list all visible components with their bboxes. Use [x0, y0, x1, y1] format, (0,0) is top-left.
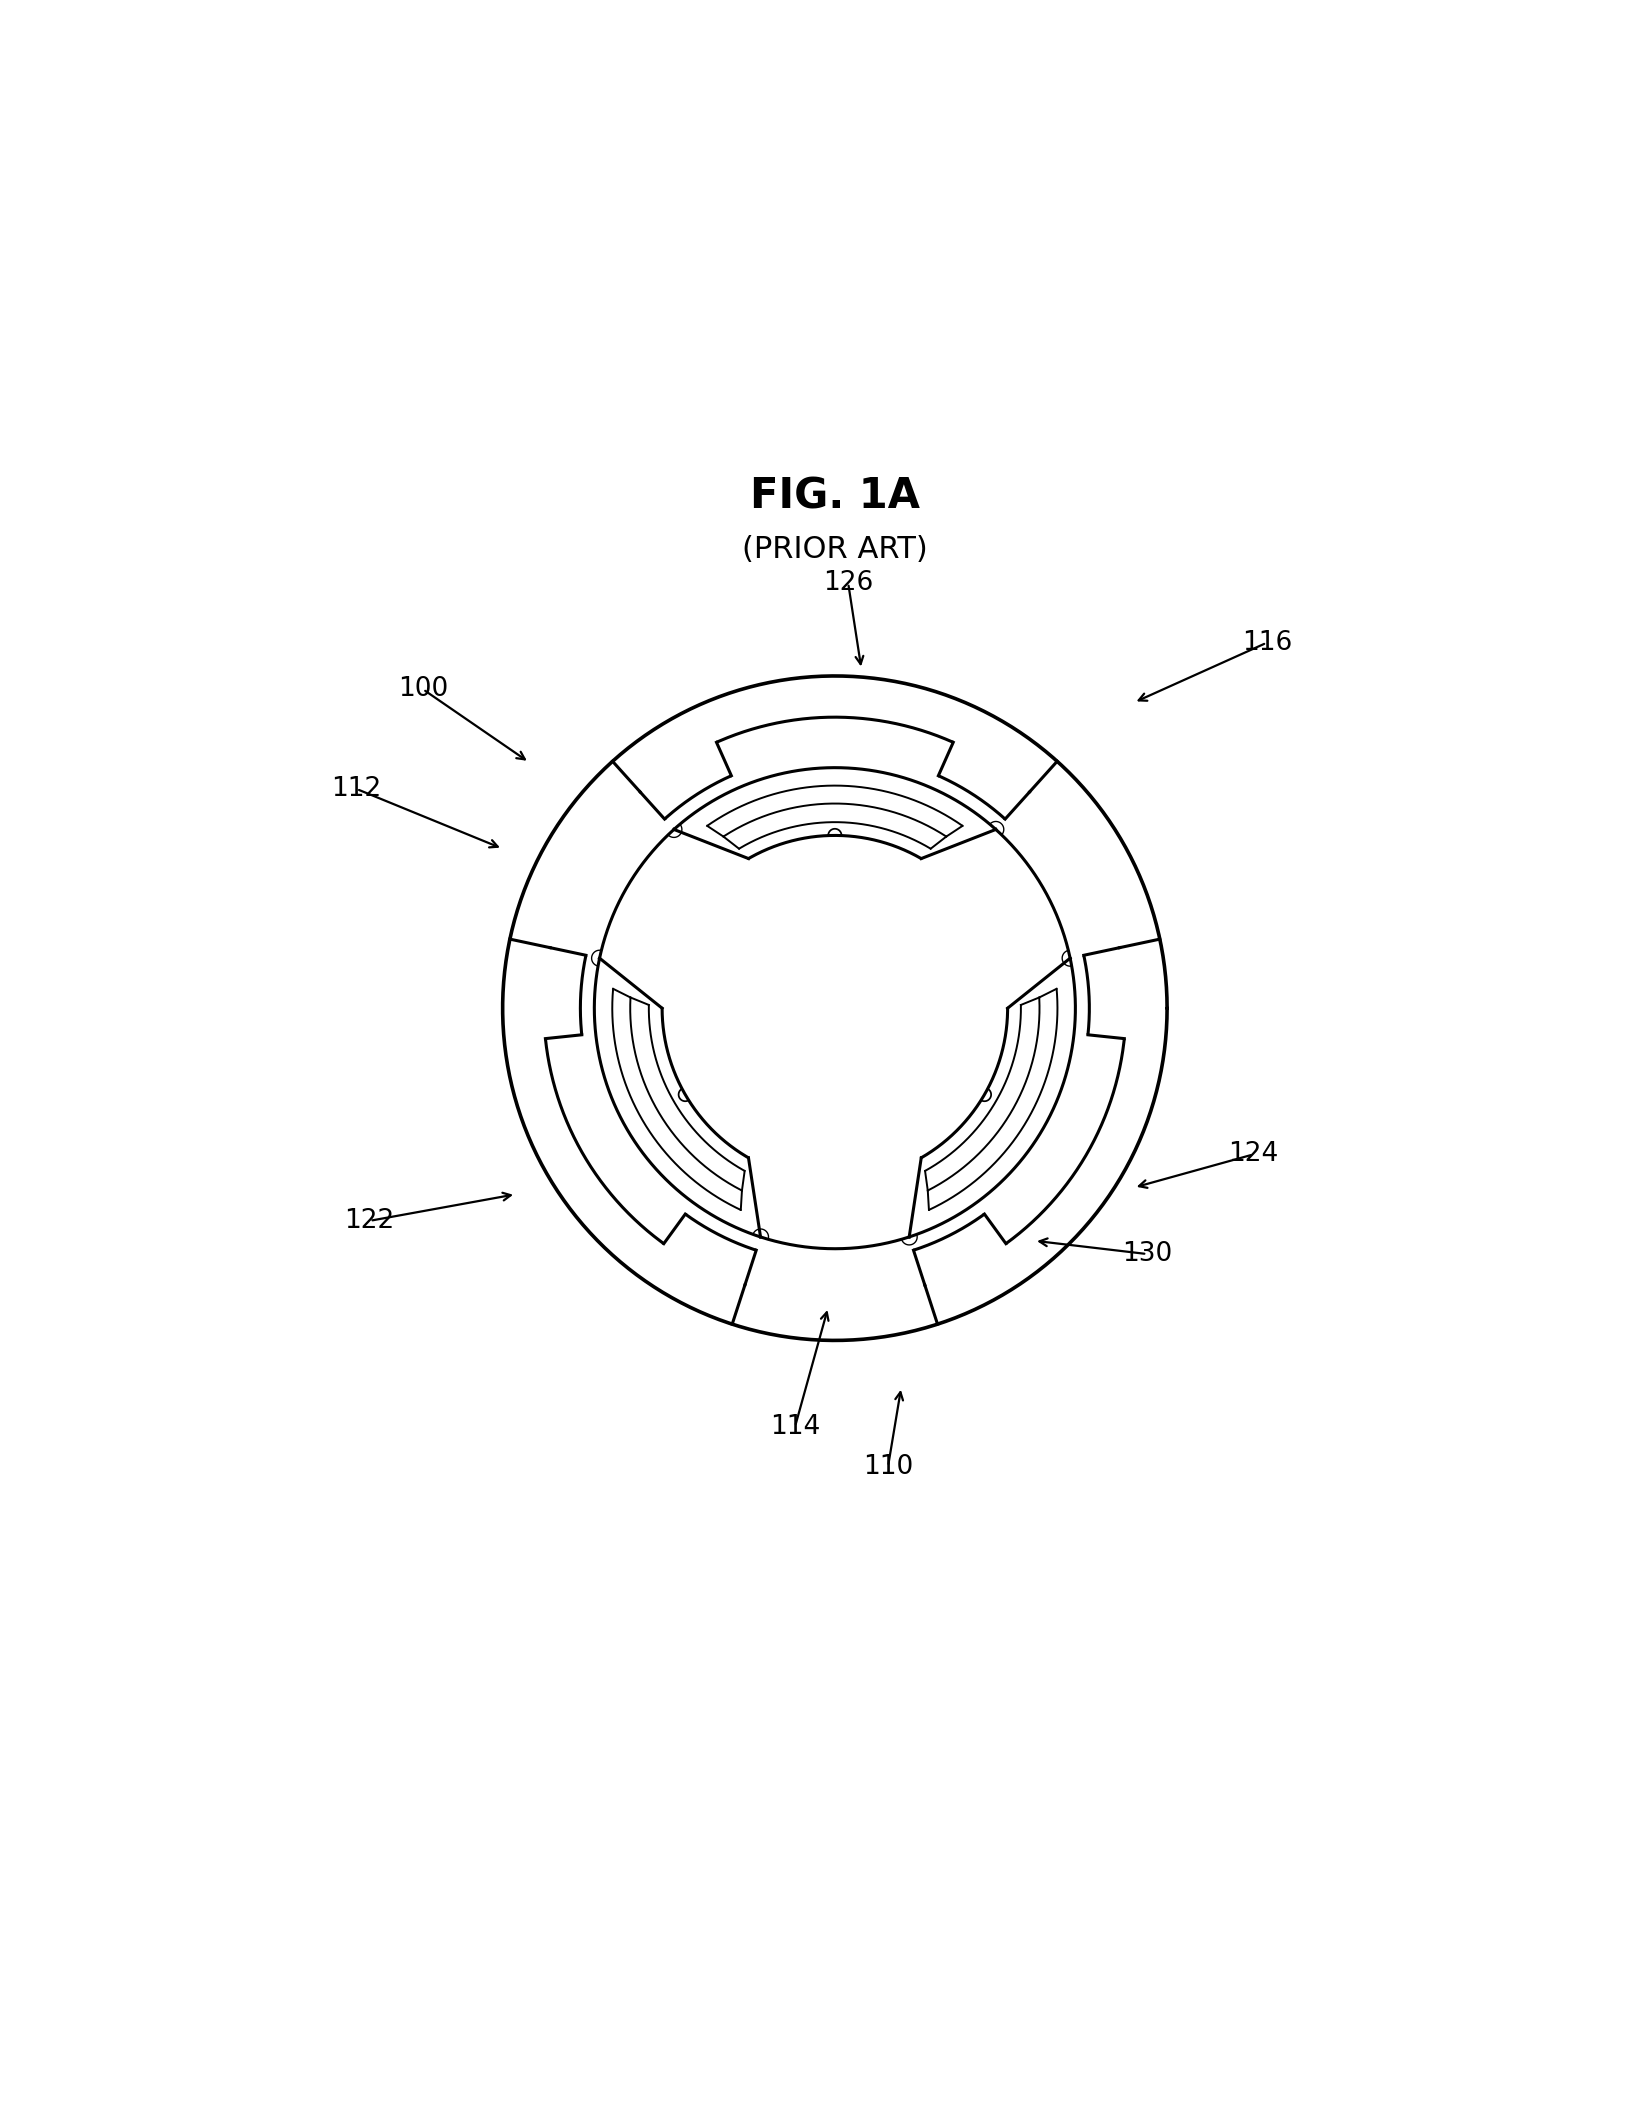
Text: 112: 112	[331, 777, 381, 802]
Text: 126: 126	[823, 570, 873, 596]
Text: 110: 110	[863, 1453, 914, 1479]
Text: 130: 130	[1122, 1241, 1173, 1266]
Text: (PRIOR ART): (PRIOR ART)	[741, 536, 929, 564]
Text: 114: 114	[771, 1413, 819, 1441]
Text: 124: 124	[1228, 1141, 1279, 1168]
Text: 122: 122	[345, 1209, 394, 1234]
Text: 100: 100	[397, 677, 448, 702]
Text: FIG. 1A: FIG. 1A	[749, 475, 920, 517]
Text: 116: 116	[1241, 630, 1292, 655]
